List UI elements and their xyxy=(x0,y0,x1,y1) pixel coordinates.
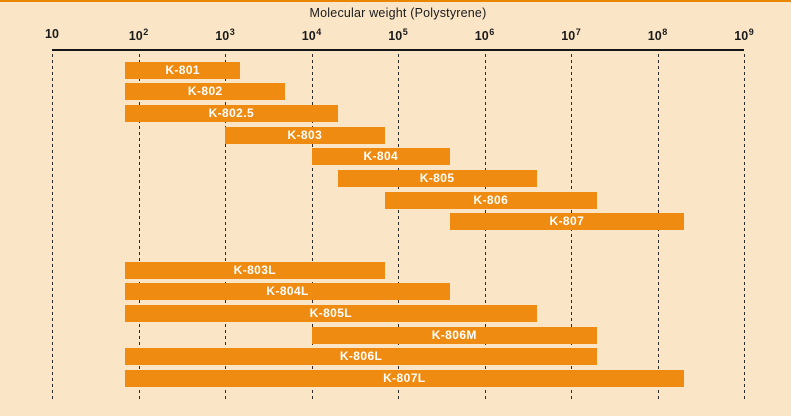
bar-k-806: K-806 xyxy=(384,191,598,209)
bar-k-803l: K-803L xyxy=(125,261,385,279)
x-axis-tick-label: 107 xyxy=(561,27,581,43)
top-border xyxy=(0,0,791,2)
bar-label: K-802.5 xyxy=(208,105,255,120)
bar-label: K-804 xyxy=(363,149,399,164)
bar-k-804: K-804 xyxy=(311,148,451,166)
chart-title: Molecular weight (Polystyrene) xyxy=(309,6,487,20)
bar-label: K-803 xyxy=(287,127,323,142)
bar-label: K-806L xyxy=(339,349,383,364)
gridline-10e9 xyxy=(744,54,745,401)
bar-label: K-807L xyxy=(383,371,426,385)
bar-k-803: K-803 xyxy=(225,126,385,144)
bar-label: K-802 xyxy=(187,84,223,99)
x-axis-tick-label: 102 xyxy=(128,27,149,43)
gridline-10e1 xyxy=(52,54,53,401)
bar-label: K-807 xyxy=(549,214,585,229)
bar-k-806l: K-806L xyxy=(125,348,598,366)
x-axis-tick-label: 103 xyxy=(215,27,235,43)
bar-k-802: K-802 xyxy=(125,83,286,101)
x-axis-tick-label: 106 xyxy=(474,27,495,43)
gridline-10e3 xyxy=(225,54,226,401)
gridline-10e5 xyxy=(398,54,399,401)
bar-k-804l: K-804L xyxy=(125,283,451,301)
bar-label: K-806M xyxy=(431,327,477,342)
bar-label: K-804L xyxy=(266,284,309,299)
x-axis-tick-label: 108 xyxy=(647,27,668,43)
bar-label: K-805 xyxy=(419,171,455,185)
x-axis-tick-label: 10 xyxy=(45,27,59,41)
bar-k-805l: K-805L xyxy=(125,304,537,322)
x-axis-tick-label: 105 xyxy=(388,27,408,43)
bar-k-807l: K-807L xyxy=(125,370,684,387)
bar-k-801: K-801 xyxy=(125,61,241,79)
bar-label: K-806 xyxy=(473,192,509,207)
bar-k-807: K-807 xyxy=(450,213,684,231)
bar-k-802-5: K-802.5 xyxy=(125,104,338,122)
x-axis-tick-label: 109 xyxy=(734,27,754,43)
bar-label: K-801 xyxy=(165,62,200,77)
gridline-10e4 xyxy=(311,54,313,401)
x-axis-tick-label: 104 xyxy=(301,27,322,43)
gridline-10e2 xyxy=(138,54,140,401)
bar-k-805: K-805 xyxy=(337,170,537,187)
bar-label: K-803L xyxy=(233,262,277,277)
bar-k-806m: K-806M xyxy=(311,326,598,344)
bar-label: K-805L xyxy=(309,305,353,320)
x-axis-line xyxy=(52,49,744,51)
